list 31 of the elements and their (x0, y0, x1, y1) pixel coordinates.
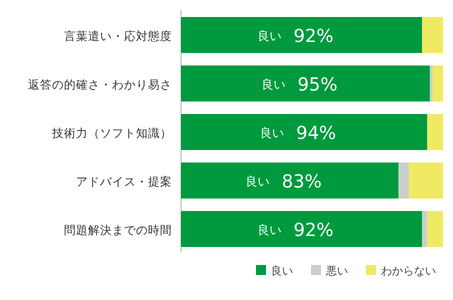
text: 良い (246, 174, 270, 188)
text: 良い (260, 126, 284, 140)
bar (427, 211, 443, 247)
y-tick-label: アドバイス・提案 (76, 174, 172, 188)
data-label: 83% (282, 172, 322, 192)
y-tick-label: 返答の的確さ・わかり易さ (28, 78, 172, 92)
bar (432, 66, 443, 102)
bar (427, 114, 443, 150)
bar (181, 17, 422, 53)
bar (422, 17, 443, 53)
data-label: 92% (294, 220, 334, 241)
bar (181, 114, 428, 150)
bar (398, 162, 409, 198)
text: 良い (261, 78, 286, 92)
bar (181, 66, 430, 102)
y-tick-label: 問題解決までの時間 (64, 223, 172, 237)
bar (422, 211, 428, 247)
y-tick-label: 技術力（ソフト知識） (51, 126, 172, 140)
bar (430, 66, 433, 102)
text: 良い (258, 29, 282, 43)
bar (181, 211, 422, 247)
legend-label: 良い (271, 264, 293, 278)
legend-label: わからない (381, 264, 436, 278)
data-label: 92% (294, 26, 334, 47)
bar (408, 162, 443, 198)
data-label: 95% (297, 74, 338, 96)
bar (181, 162, 398, 198)
y-tick-label: 言葉遣い・応対態度 (64, 29, 172, 43)
data-label: 94% (296, 123, 336, 144)
legend-label: 悪い (325, 264, 348, 278)
text: 良い (258, 223, 282, 237)
